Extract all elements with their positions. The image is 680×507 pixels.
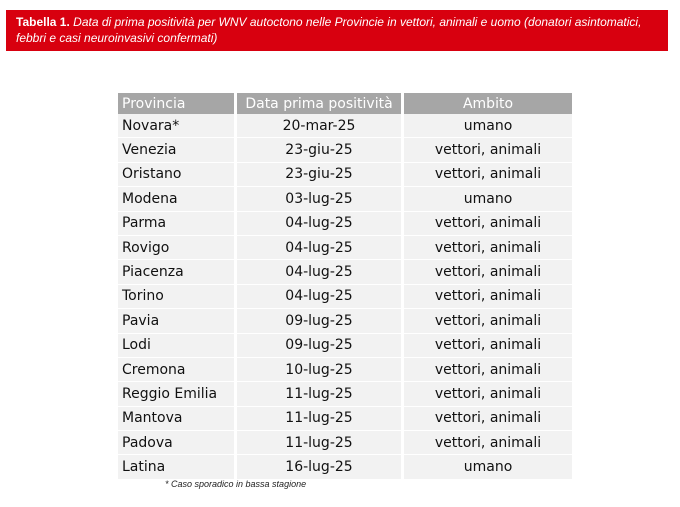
cell-ambito: vettori, animali: [402, 235, 572, 261]
cell-data: 11-lug-25: [235, 406, 404, 432]
table-row: Rovigo 04-lug-25 vettori, animali: [118, 235, 572, 261]
cell-ambito: vettori, animali: [402, 137, 572, 163]
cell-data: 16-lug-25: [235, 454, 404, 480]
table-row: Latina 16-lug-25 umano: [118, 454, 572, 480]
header-ambito: Ambito: [402, 93, 572, 114]
cell-data: 04-lug-25: [235, 211, 404, 236]
cell-provincia: Modena: [118, 186, 237, 212]
cell-data: 04-lug-25: [235, 235, 404, 261]
cell-provincia: Mantova: [118, 406, 237, 432]
data-table-container: Provincia Data prima positività Ambito N…: [118, 93, 572, 480]
cell-data: 23-giu-25: [235, 162, 404, 188]
cell-provincia: Reggio Emilia: [118, 381, 237, 407]
table-row: Piacenza 04-lug-25 vettori, animali: [118, 259, 572, 285]
caption-text: Data di prima positività per WNV autocto…: [16, 15, 642, 45]
cell-provincia: Padova: [118, 430, 237, 456]
cell-provincia: Pavia: [118, 308, 237, 334]
cell-ambito: vettori, animali: [402, 284, 572, 310]
cell-data: 04-lug-25: [235, 259, 404, 285]
cell-data: 20-mar-25: [235, 114, 404, 139]
cell-ambito: vettori, animali: [402, 406, 572, 432]
cell-ambito: vettori, animali: [402, 259, 572, 285]
cell-data: 11-lug-25: [235, 430, 404, 456]
cell-provincia: Oristano: [118, 162, 237, 188]
table-caption: Tabella 1. Data di prima positività per …: [6, 10, 668, 51]
table-row: Lodi 09-lug-25 vettori, animali: [118, 333, 572, 358]
cell-provincia: Novara*: [118, 114, 237, 139]
cell-data: 04-lug-25: [235, 284, 404, 310]
table-body: Novara* 20-mar-25 umano Venezia 23-giu-25 vet…: [118, 114, 572, 480]
cell-ambito: umano: [402, 114, 572, 139]
cell-provincia: Piacenza: [118, 259, 237, 285]
cell-data: 03-lug-25: [235, 186, 404, 212]
cell-provincia: Latina: [118, 454, 237, 480]
table-row: Pavia 09-lug-25 vettori, animali: [118, 308, 572, 334]
cell-provincia: Cremona: [118, 357, 237, 383]
cell-ambito: vettori, animali: [402, 381, 572, 407]
table-row: Oristano 23-giu-25 vettori, animali: [118, 162, 572, 188]
table-row: Torino 04-lug-25 vettori, animali: [118, 284, 572, 310]
cell-data: 09-lug-25: [235, 308, 404, 334]
cell-provincia: Lodi: [118, 333, 237, 358]
table-row: Mantova 11-lug-25 vettori, animali: [118, 406, 572, 432]
cell-ambito: umano: [402, 454, 572, 480]
table-row: Padova 11-lug-25 vettori, animali: [118, 430, 572, 456]
table-row: Novara* 20-mar-25 umano: [118, 114, 572, 139]
table-row: Venezia 23-giu-25 vettori, animali: [118, 137, 572, 163]
cell-ambito: vettori, animali: [402, 308, 572, 334]
footnote: * Caso sporadico in bassa stagione: [165, 479, 307, 489]
table-row: Reggio Emilia 11-lug-25 vettori, animali: [118, 381, 572, 407]
positivity-table: Provincia Data prima positività Ambito N…: [118, 93, 572, 480]
cell-ambito: vettori, animali: [402, 333, 572, 358]
cell-provincia: Torino: [118, 284, 237, 310]
cell-ambito: umano: [402, 186, 572, 212]
header-provincia: Provincia: [118, 93, 237, 114]
cell-provincia: Parma: [118, 211, 237, 236]
table-header-row: Provincia Data prima positività Ambito: [118, 93, 572, 114]
cell-ambito: vettori, animali: [402, 430, 572, 456]
cell-ambito: vettori, animali: [402, 162, 572, 188]
cell-data: 23-giu-25: [235, 137, 404, 163]
header-data-prima-positivita: Data prima positività: [235, 93, 404, 114]
table-row: Parma 04-lug-25 vettori, animali: [118, 211, 572, 236]
cell-data: 10-lug-25: [235, 357, 404, 383]
table-row: Cremona 10-lug-25 vettori, animali: [118, 357, 572, 383]
table-row: Modena 03-lug-25 umano: [118, 186, 572, 212]
caption-label: Tabella 1.: [16, 15, 70, 29]
cell-provincia: Rovigo: [118, 235, 237, 261]
cell-data: 11-lug-25: [235, 381, 404, 407]
cell-provincia: Venezia: [118, 137, 237, 163]
cell-ambito: vettori, animali: [402, 357, 572, 383]
cell-ambito: vettori, animali: [402, 211, 572, 236]
cell-data: 09-lug-25: [235, 333, 404, 358]
